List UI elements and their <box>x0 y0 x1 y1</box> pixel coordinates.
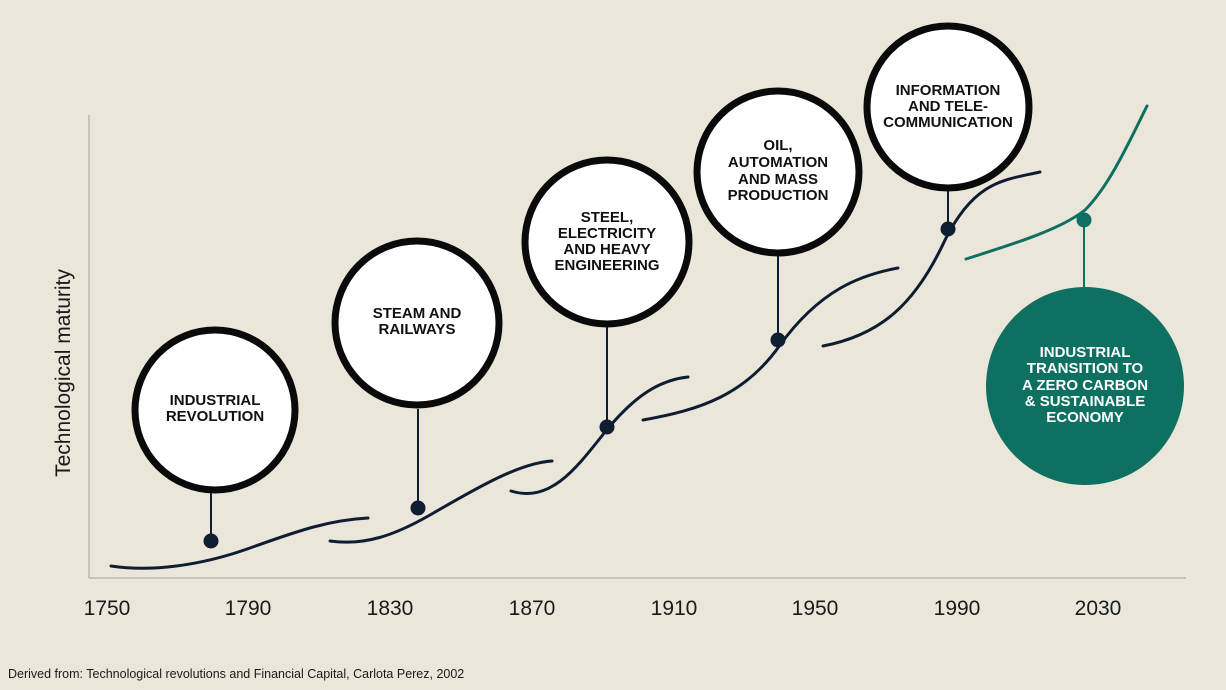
circle-information-telecom: INFORMATION AND TELE- COMMUNICATION <box>863 22 1033 192</box>
circle-label-line: TRANSITION TO <box>1027 360 1144 377</box>
circle-label-line: AND HEAVY <box>563 241 650 258</box>
circle-industrial-revolution: INDUSTRIAL REVOLUTION <box>131 326 299 494</box>
circle-steam-and-railways: STEAM AND RAILWAYS <box>331 237 503 409</box>
circle-label-line: INFORMATION <box>896 82 1001 99</box>
wave-curve-oil-automation <box>641 266 900 422</box>
circle-steel-electricity: STEEL, ELECTRICITY AND HEAVY ENGINEERING <box>521 156 693 328</box>
milestone-dot <box>599 419 615 435</box>
wave-curve-industrial-revolution <box>109 516 370 570</box>
wave-curve-zero-carbon <box>964 104 1149 261</box>
circle-label-line: INDUSTRIAL <box>1040 344 1131 361</box>
x-tick-label: 1870 <box>509 597 556 620</box>
circle-label-line: AND MASS <box>738 171 818 188</box>
source-citation: Derived from: Technological revolutions … <box>8 667 465 681</box>
x-tick-label: 1790 <box>225 597 272 620</box>
x-tick-label: 1830 <box>367 597 414 620</box>
wave-curve-steel-electricity <box>509 375 690 495</box>
circle-label-line: AND TELE- <box>908 98 988 115</box>
circle-label-line: COMMUNICATION <box>883 114 1013 131</box>
circle-label-line: INDUSTRIAL <box>170 392 261 409</box>
x-tick-label: 1750 <box>84 597 131 620</box>
circle-label-line: PRODUCTION <box>728 187 829 204</box>
circle-label-line: A ZERO CARBON <box>1022 377 1148 394</box>
milestone-dot <box>770 332 786 348</box>
circle-label-line: ENGINEERING <box>554 257 659 274</box>
circle-label-line: ECONOMY <box>1046 409 1124 426</box>
x-tick-label: 2030 <box>1075 597 1122 620</box>
circle-label-line: & SUSTAINABLE <box>1025 393 1146 410</box>
milestone-dot <box>1076 212 1092 228</box>
milestone-dot <box>940 221 956 237</box>
milestone-dot <box>203 533 219 549</box>
circle-oil-automation: OIL, AUTOMATION AND MASS PRODUCTION <box>693 87 863 257</box>
x-axis-ticks: 1750 1790 1830 1870 1910 1950 1990 2030 <box>84 597 1122 620</box>
x-tick-label: 1950 <box>792 597 839 620</box>
circle-zero-carbon: INDUSTRIAL TRANSITION TO A ZERO CARBON &… <box>986 287 1184 485</box>
circle-label-line: STEAM AND <box>373 305 462 322</box>
circle-label-line: RAILWAYS <box>379 321 456 338</box>
x-tick-label: 1910 <box>651 597 698 620</box>
wave-curve-information-telecom <box>821 170 1042 348</box>
circle-label-line: STEEL, <box>581 209 634 226</box>
circle-label-line: REVOLUTION <box>166 408 264 425</box>
milestone-dot <box>410 500 426 516</box>
y-axis-label: Technological maturity <box>52 269 75 477</box>
circle-label-line: AUTOMATION <box>728 154 828 171</box>
x-tick-label: 1990 <box>934 597 981 620</box>
wave-curve-steam-and-railways <box>328 459 554 544</box>
circle-label-line: ELECTRICITY <box>558 225 656 242</box>
circle-label-line: OIL, <box>763 137 792 154</box>
milestone-dots <box>203 212 1092 549</box>
